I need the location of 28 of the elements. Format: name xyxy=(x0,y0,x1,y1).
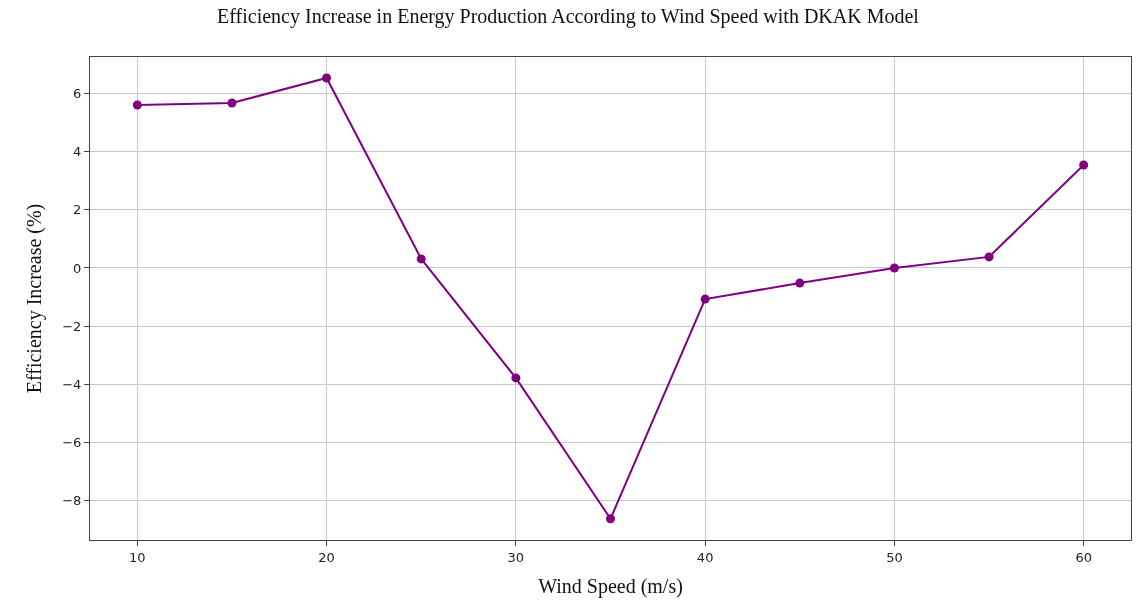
y-tick-label: 2 xyxy=(73,202,82,218)
x-tick-label: 20 xyxy=(318,549,335,565)
y-tick-label: −2 xyxy=(62,318,82,334)
x-tick-label: 60 xyxy=(1075,549,1092,565)
point xyxy=(795,278,805,288)
y-tick-label: −4 xyxy=(62,376,82,392)
y-tick-label: 0 xyxy=(73,260,82,276)
x-axis-title: Wind Speed (m/s) xyxy=(538,575,683,599)
point xyxy=(416,254,426,264)
y-tick-label: 4 xyxy=(73,144,82,160)
point xyxy=(700,294,710,304)
x-tick-label: 30 xyxy=(507,549,525,565)
x-tick-label: 50 xyxy=(886,549,903,565)
point xyxy=(984,252,994,262)
point xyxy=(1079,160,1089,170)
point xyxy=(227,98,237,108)
point xyxy=(132,100,142,110)
y-tick-label: 6 xyxy=(73,85,82,101)
y-tick-label: −8 xyxy=(62,493,82,509)
chart-title: Efficiency Increase in Energy Production According to Wind Speed with DKAK Model xyxy=(217,5,920,29)
point xyxy=(511,373,521,383)
y-tick-label: −6 xyxy=(62,435,82,451)
y-axis-title: Efficiency Increase (%) xyxy=(22,203,46,394)
x-tick-label: 40 xyxy=(696,549,714,565)
point xyxy=(606,514,615,524)
point xyxy=(322,73,332,83)
point xyxy=(889,263,899,273)
x-tick-label: 10 xyxy=(129,549,146,565)
